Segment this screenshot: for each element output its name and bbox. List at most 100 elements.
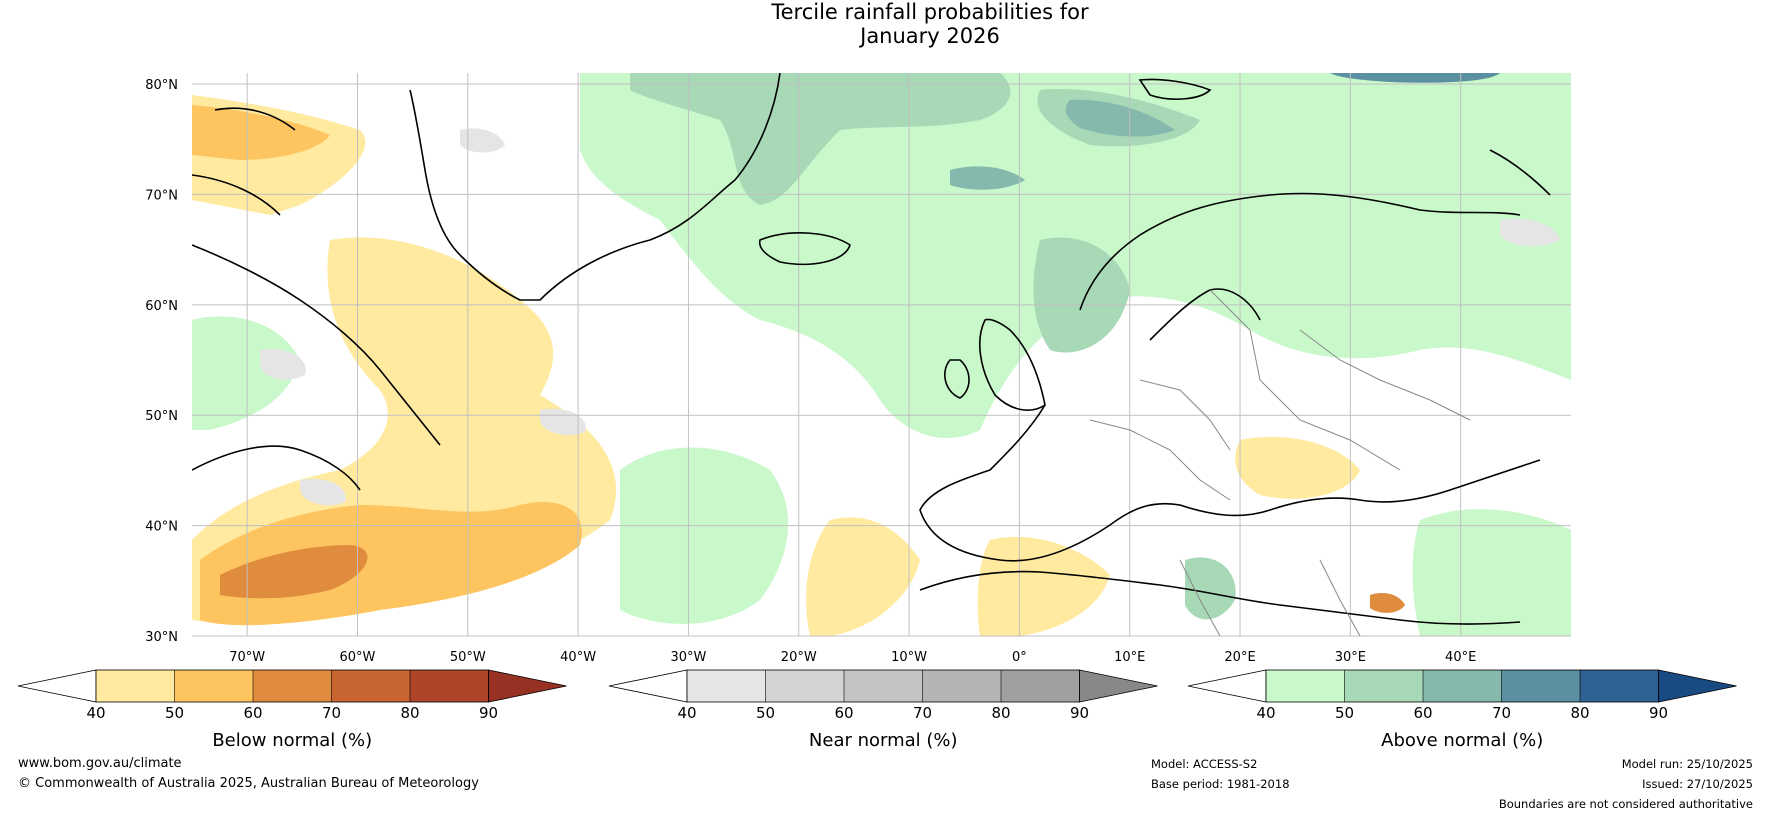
greenland-coastline: [409, 73, 781, 301]
longitude-label: 0°: [1012, 650, 1027, 665]
legend-swatch: [1344, 670, 1423, 702]
country-borders: [1089, 289, 1471, 636]
europe-coastline: [919, 404, 1541, 562]
legend-swatch: [96, 670, 175, 702]
border-line: [1209, 289, 1401, 471]
legend-swatch: [1001, 670, 1080, 702]
near-normal-region: [300, 478, 346, 506]
svalbard-coastline: [1138, 78, 1212, 100]
legend-tick-label: 70: [913, 704, 932, 722]
legend-tick-label: 80: [400, 704, 419, 722]
legend-tick-label: 40: [1256, 704, 1275, 722]
longitude-label: 10°E: [1114, 650, 1145, 665]
legend-tick-label: 70: [1492, 704, 1511, 722]
legend-swatch: [410, 670, 489, 702]
legend-swatch: [1266, 670, 1345, 702]
border-line: [1299, 329, 1471, 421]
legend-below: 40 50 60 70 80 90 Below normal (%): [17, 669, 567, 751]
legend-tick-label: 90: [1070, 704, 1089, 722]
above-normal-region: [1033, 237, 1130, 353]
longitude-labels: 70°W 60°W 50°W 40°W 30°W 20°W 10°W 0° 10°E 20°E 30…: [229, 650, 1476, 665]
legend-title: Above normal (%): [1381, 730, 1543, 751]
below-normal-region: [806, 517, 920, 636]
above-normal-region: [620, 447, 789, 624]
legend-tick-label: 60: [243, 704, 262, 722]
title-line-2: January 2026: [860, 24, 1000, 48]
legend-tick-label: 90: [1649, 704, 1668, 722]
above-normal-region: [630, 73, 1011, 205]
legend-swatch: [1580, 670, 1659, 702]
longitude-label: 70°W: [229, 650, 265, 665]
legend-near: 40 50 60 70 80 90 Near normal (%): [608, 669, 1158, 751]
legend-tick-label: 40: [86, 704, 105, 722]
border-line: [1139, 379, 1231, 451]
near-normal-region: [260, 349, 306, 380]
latitude-label: 50°N: [145, 409, 178, 424]
probability-shading: [192, 73, 1571, 636]
model-run-text: Model run: 25/10/2025: [1621, 757, 1753, 771]
longitude-label: 30°E: [1335, 650, 1366, 665]
legend-extend-high: [488, 669, 567, 703]
legend-above: 40 50 60 70 80 90 Above normal (%): [1187, 669, 1737, 751]
legend-tick-label: 40: [677, 704, 696, 722]
longitude-label: 30°W: [670, 650, 706, 665]
legend-tick-label: 50: [756, 704, 775, 722]
coastlines: [192, 73, 1551, 625]
north-africa-coastline: [919, 570, 1521, 625]
legend-tick-label: 80: [1570, 704, 1589, 722]
legend-tick-label: 80: [991, 704, 1010, 722]
longitude-label: 40°E: [1445, 650, 1476, 665]
border-line: [1089, 419, 1231, 501]
chart-title: Tercile rainfall probabilities for Janua…: [0, 0, 1770, 48]
disclaimer-text: Boundaries are not considered authoritat…: [1498, 797, 1753, 811]
legend-tick-label: 60: [834, 704, 853, 722]
above-normal-region: [1185, 557, 1236, 620]
legend-extend-low: [608, 669, 688, 703]
longitude-label: 10°W: [891, 650, 927, 665]
legend-swatch: [765, 670, 844, 702]
longitude-label: 50°W: [450, 650, 486, 665]
below-normal-region: [220, 545, 368, 599]
labrador-coastline: [192, 244, 441, 491]
copyright-text: © Commonwealth of Australia 2025, Austra…: [18, 776, 479, 791]
base-period-text: Base period: 1981-2018: [1151, 777, 1290, 791]
legend-extend-high: [1079, 669, 1158, 703]
longitude-label: 40°W: [560, 650, 596, 665]
above-normal-region: [950, 166, 1025, 190]
longitude-label: 20°E: [1224, 650, 1255, 665]
below-normal-region: [1235, 436, 1360, 499]
novaya-zemlya-coastline: [1489, 149, 1551, 196]
ellesmere-coastline: [192, 107, 296, 216]
legend-tick-label: 50: [1335, 704, 1354, 722]
above-normal-region: [1330, 73, 1500, 83]
above-normal-region: [1065, 99, 1175, 137]
legend-extend-low: [1187, 669, 1267, 703]
issued-text: Issued: 27/10/2025: [1642, 777, 1753, 791]
legend-tick-label: 50: [165, 704, 184, 722]
legend-swatch: [687, 670, 766, 702]
latitude-label: 60°N: [145, 299, 178, 314]
legend-swatch: [174, 670, 253, 702]
legend-swatch: [253, 670, 332, 702]
below-normal-region: [192, 105, 330, 160]
legend-tick-label: 70: [322, 704, 341, 722]
below-normal-region: [1370, 593, 1405, 613]
iceland-coastline: [758, 232, 851, 265]
graticule: [192, 73, 1571, 637]
near-normal-region: [1500, 218, 1560, 247]
above-normal-region: [192, 316, 300, 430]
legend-title: Below normal (%): [212, 730, 372, 751]
near-normal-region: [460, 128, 505, 153]
legend-tick-label: 90: [479, 704, 498, 722]
longitude-label: 60°W: [340, 650, 376, 665]
latitude-label: 40°N: [145, 520, 178, 535]
above-normal-region: [1412, 509, 1571, 636]
legend-title: Near normal (%): [809, 730, 958, 751]
legend-swatch: [844, 670, 923, 702]
legend-swatch: [331, 670, 410, 702]
latitude-label: 70°N: [145, 188, 178, 203]
legends: 40 50 60 70 80 90 Below normal (%) 40 50 60 70 80 90…: [17, 669, 1737, 751]
legend-swatch: [1501, 670, 1580, 702]
website-text: www.bom.gov.au/climate: [18, 756, 182, 771]
